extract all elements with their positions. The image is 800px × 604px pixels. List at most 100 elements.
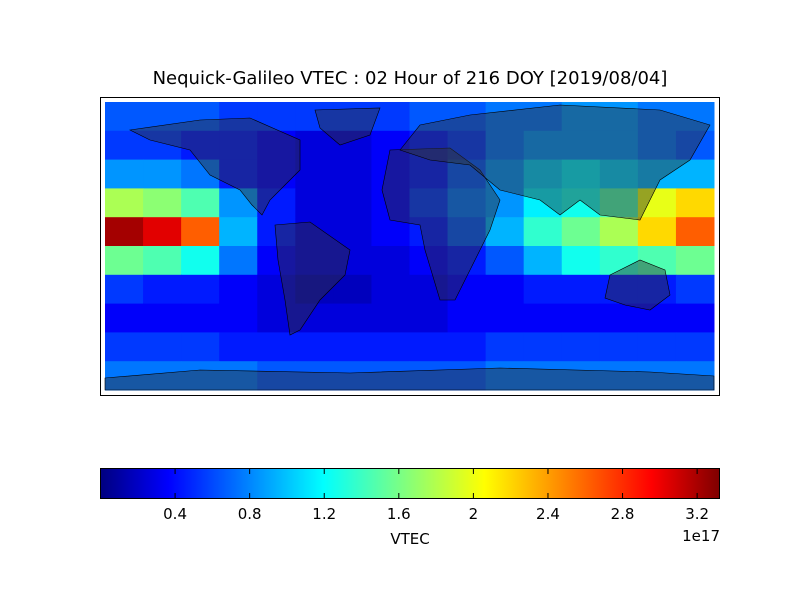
heatmap-cell (637, 274, 677, 305)
australia (604, 259, 671, 311)
heatmap-cell (447, 217, 487, 247)
heatmap-cell (409, 332, 449, 362)
heatmap-cell (143, 159, 182, 189)
heatmap-cell (295, 274, 334, 305)
heatmap-cell (143, 217, 182, 247)
heatmap-cell (105, 159, 144, 189)
heatmap-cell (599, 303, 639, 333)
heatmap-cell (333, 130, 372, 161)
heatmap-cell (181, 217, 220, 247)
heatmap-cell (295, 102, 334, 132)
heatmap-cell (675, 188, 715, 218)
heatmap-cell (181, 361, 220, 391)
heatmap-cell (333, 246, 372, 276)
heatmap-cell (181, 130, 220, 161)
land (104, 104, 715, 391)
heatmap-cell (637, 130, 677, 161)
colorbar-offset: 1e17 (682, 527, 720, 545)
heatmap-cell (447, 303, 487, 333)
colorbar-tick-label: 2 (469, 505, 479, 523)
heatmap-cell (219, 217, 258, 247)
heatmap-cell (181, 188, 220, 218)
heatmap-cell (371, 303, 410, 333)
eurasia (399, 104, 711, 221)
heatmap-cell (485, 246, 525, 276)
heatmap-cell (561, 246, 601, 276)
heatmap-cell (447, 361, 487, 391)
colorbar-tick-label: 1.6 (387, 505, 411, 523)
heatmap-cell (143, 332, 182, 362)
heatmap-cell (637, 303, 677, 333)
heatmap-cell (561, 217, 601, 247)
heatmap-cell (181, 246, 220, 276)
heatmap-cell (219, 303, 258, 333)
heatmap-cell (143, 102, 182, 132)
south-america (274, 221, 351, 336)
heatmap-cell (561, 159, 601, 189)
heatmap-cell (333, 188, 372, 218)
heatmap-cell (105, 332, 144, 362)
heatmap-cell (485, 217, 525, 247)
heatmap-cell (447, 274, 487, 305)
heatmap-cell (143, 274, 182, 305)
heatmap-cell (181, 274, 220, 305)
heatmap-cell (333, 217, 372, 247)
heatmap-cell (409, 274, 449, 305)
heatmap-cell (599, 361, 639, 391)
heatmap-cell (523, 159, 563, 189)
heatmap-cell (257, 361, 296, 391)
heatmap-cell (523, 361, 563, 391)
heatmap-cell (371, 332, 410, 362)
heatmap-cell (561, 361, 601, 391)
heatmap-cell (599, 332, 639, 362)
heatmap-cell (333, 159, 372, 189)
colorbar-tick-label: 0.8 (238, 505, 262, 523)
heatmap-cell (105, 102, 144, 132)
greenland (314, 107, 381, 146)
heatmap-cell (105, 361, 144, 391)
heatmap-cell (599, 274, 639, 305)
heatmap-cell (523, 303, 563, 333)
africa (381, 147, 501, 301)
heatmap-cell (637, 332, 677, 362)
heatmap-cell (371, 246, 410, 276)
heatmap-cell (295, 246, 334, 276)
heatmap-cell (599, 159, 639, 189)
colorbar-tick-label: 0.4 (163, 505, 187, 523)
heatmap-cell (523, 188, 563, 218)
heatmap-cell (257, 102, 296, 132)
heatmap-cell (371, 102, 410, 132)
heatmap-cell (447, 188, 487, 218)
heatmap-cell (485, 188, 525, 218)
colorbar-tick-label: 3.2 (685, 505, 709, 523)
heatmap-cell (637, 217, 677, 247)
heatmap-cell (181, 303, 220, 333)
heatmap-cell (219, 130, 258, 161)
heatmap-cell (485, 130, 525, 161)
heatmap-cell (485, 274, 525, 305)
heatmap-cell (105, 274, 144, 305)
heatmap-cell (599, 130, 639, 161)
heatmap-cell (523, 274, 563, 305)
heatmap-cell (105, 130, 144, 161)
heatmap-cell (257, 246, 296, 276)
heatmap-cell (257, 159, 296, 189)
heatmap-cell (637, 102, 677, 132)
heatmap-cell (409, 303, 449, 333)
heatmap-cell (523, 130, 563, 161)
heatmap-cell (257, 274, 296, 305)
heatmap-cell (219, 274, 258, 305)
heatmap-cell (181, 332, 220, 362)
heatmap-cell (105, 303, 144, 333)
heatmap-cell (257, 332, 296, 362)
heatmap-cell (409, 246, 449, 276)
heatmap-cell (371, 188, 410, 218)
heatmap-cell (675, 159, 715, 189)
heatmap-cell (561, 332, 601, 362)
heatmap-cell (219, 188, 258, 218)
heatmap-cell (371, 159, 410, 189)
heatmap-cell (143, 130, 182, 161)
heatmap-cell (333, 361, 372, 391)
heatmap-cell (409, 188, 449, 218)
heatmap-cell (333, 102, 372, 132)
